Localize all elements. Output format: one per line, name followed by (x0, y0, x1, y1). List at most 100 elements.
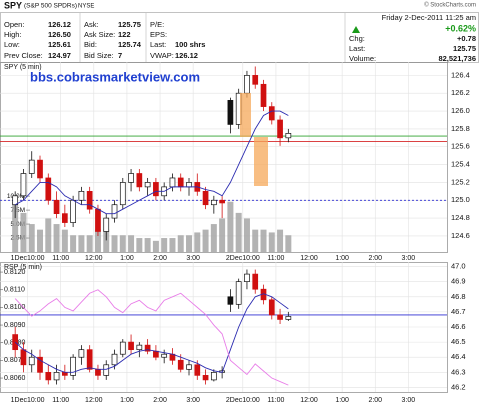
x-tick-label: 1:00 (120, 397, 134, 404)
x-tick-label: 11:00 (267, 397, 284, 404)
x-tick-label: 11:00 (267, 255, 284, 262)
candle-body (268, 299, 275, 316)
field-label: Open: (4, 20, 24, 29)
symbol-name: (S&P 500 SPDRs) (24, 3, 77, 10)
y-tick-label: 46.9 (451, 277, 466, 286)
field-label: Bid: (84, 40, 97, 49)
x-tick-label: 1Dec10:00 (11, 397, 45, 404)
x-tick-label: 12:00 (300, 255, 318, 262)
y-tick-label: 125.6 (451, 142, 470, 151)
volume-bar (186, 235, 193, 252)
candle-body (235, 281, 242, 305)
quote-date: Friday 2-Dec-2011 11:25 am (382, 13, 476, 22)
field-value: 126.12 (175, 51, 198, 60)
volume-bar (219, 218, 226, 252)
candle-body (219, 199, 225, 204)
candle-body (210, 199, 217, 206)
candle-body (28, 356, 35, 366)
candle-body (277, 314, 283, 320)
line-series (14, 293, 289, 373)
highlight-box (240, 93, 251, 137)
x-tick-label: 11:00 (52, 397, 69, 404)
volume-bar (252, 229, 259, 252)
y2-tick-label: 0.8070 (4, 357, 26, 364)
y-tick-label: 47.0 (451, 262, 466, 271)
y-tick-label: 46.3 (451, 367, 466, 376)
field-label: Chg: (349, 34, 365, 43)
candle-body (103, 364, 110, 376)
volume-bar (103, 229, 110, 252)
candle-body (268, 106, 275, 121)
candle-body (136, 173, 143, 188)
volume-bar (12, 201, 19, 252)
quote-fields: Open: 126.12 High: 126.50 Low: 125.61 Prev Clo… (4, 20, 476, 63)
volume-bar (227, 201, 234, 252)
volume-bar (53, 224, 60, 252)
y-tick-label: 125.2 (451, 177, 470, 186)
candle-body (37, 356, 43, 373)
highlight-box (254, 137, 268, 186)
panel-frame (0, 62, 448, 253)
candle-body (144, 182, 151, 188)
y-tick-label: 124.6 (451, 231, 470, 240)
field-label: Prev Close: (4, 51, 43, 60)
candle-body (95, 208, 101, 232)
x-tick-label: 2:00 (153, 397, 167, 404)
candle-body (244, 75, 250, 94)
candle-body (61, 213, 68, 223)
annotation: bbs.cobrasmarketview.com (30, 69, 200, 84)
field-value: 82,521,736 (438, 54, 476, 63)
volume-bar (194, 232, 201, 252)
symbol: SPY (4, 0, 22, 10)
volume-bar (277, 229, 284, 252)
volume-bar (45, 218, 52, 252)
x-tick-label: 3:00 (402, 397, 416, 404)
candle-body (12, 334, 19, 351)
field-value: 125.75 (118, 20, 141, 29)
volume-bar (28, 224, 35, 252)
field-value: 7 (118, 51, 122, 60)
field-value: 100 shrs (175, 40, 205, 49)
field-value: 125.74 (118, 40, 142, 49)
candle-body (227, 100, 234, 125)
candle-body (161, 353, 168, 358)
candle-body (111, 353, 118, 366)
x-tick-label: 2Dec10:00 (226, 255, 260, 262)
field-value: 126.12 (48, 20, 71, 29)
candle-body (28, 159, 35, 174)
volume-bar (152, 240, 159, 252)
candle-body (12, 195, 19, 206)
volume-bar (37, 229, 44, 252)
candle-body (53, 371, 60, 381)
x-tick-label: 1Dec10:00 (11, 255, 45, 262)
volume-bar (20, 212, 27, 252)
volume-bar (144, 238, 151, 252)
candle-body (20, 349, 27, 366)
candle-body (70, 356, 76, 376)
field-label: VWAP: (150, 51, 174, 60)
field-value: 126.50 (48, 30, 71, 39)
x-tick-label: 12:00 (300, 397, 318, 404)
volume-bar (177, 235, 184, 252)
volume-bar (285, 235, 292, 252)
x-tick-label: 1:00 (120, 255, 134, 262)
candle-body (227, 296, 234, 305)
y2-tick-label: 0.8110 (4, 287, 25, 294)
up-arrow (352, 26, 360, 33)
volume-bar (260, 229, 267, 252)
candle-body (202, 375, 209, 381)
candle-body (244, 273, 250, 283)
y-tick-label: 46.5 (451, 337, 466, 346)
y2-tick-label: 0.8100 (4, 304, 26, 311)
y-tick-label: 46.4 (451, 352, 466, 361)
candle-body (95, 368, 101, 376)
candle-body (128, 173, 134, 183)
charts: 124.6 124.8 125.0 125.2 125.4 125.6 125.8 126.0… (0, 62, 470, 404)
candle-body (153, 350, 159, 358)
candle-body (186, 364, 192, 370)
field-label: P/E: (150, 20, 164, 29)
line-series (14, 110, 289, 215)
field-label: Last: (150, 40, 166, 49)
y-tick-label: 125.4 (451, 160, 470, 169)
